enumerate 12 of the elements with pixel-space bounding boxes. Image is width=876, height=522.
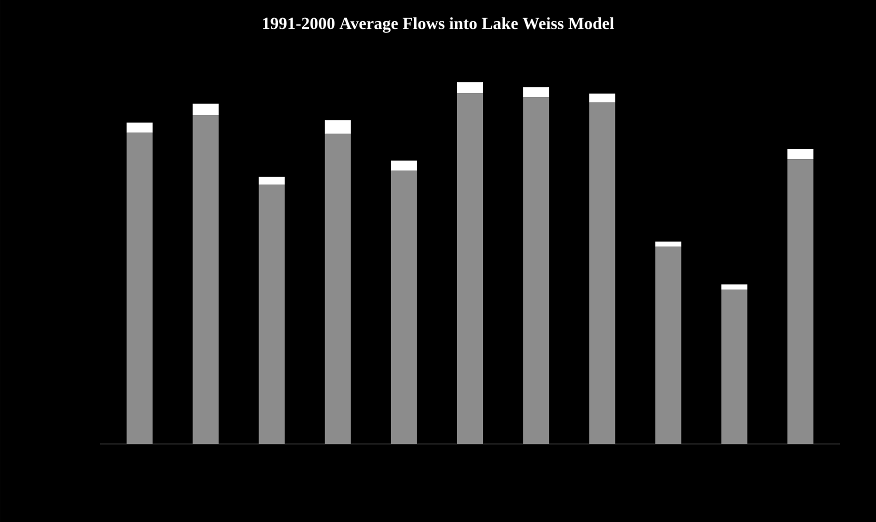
bar	[721, 284, 748, 290]
bar	[655, 242, 682, 247]
bar	[324, 120, 351, 134]
bar	[457, 82, 484, 94]
bar	[523, 87, 550, 98]
bar	[258, 176, 285, 184]
bar	[589, 94, 616, 102]
bar	[192, 104, 219, 116]
bar	[390, 160, 417, 171]
chart-title: 1991-2000 Average Flows into Lake Weiss Model	[263, 17, 614, 33]
bar	[787, 149, 814, 160]
bar	[126, 122, 153, 133]
